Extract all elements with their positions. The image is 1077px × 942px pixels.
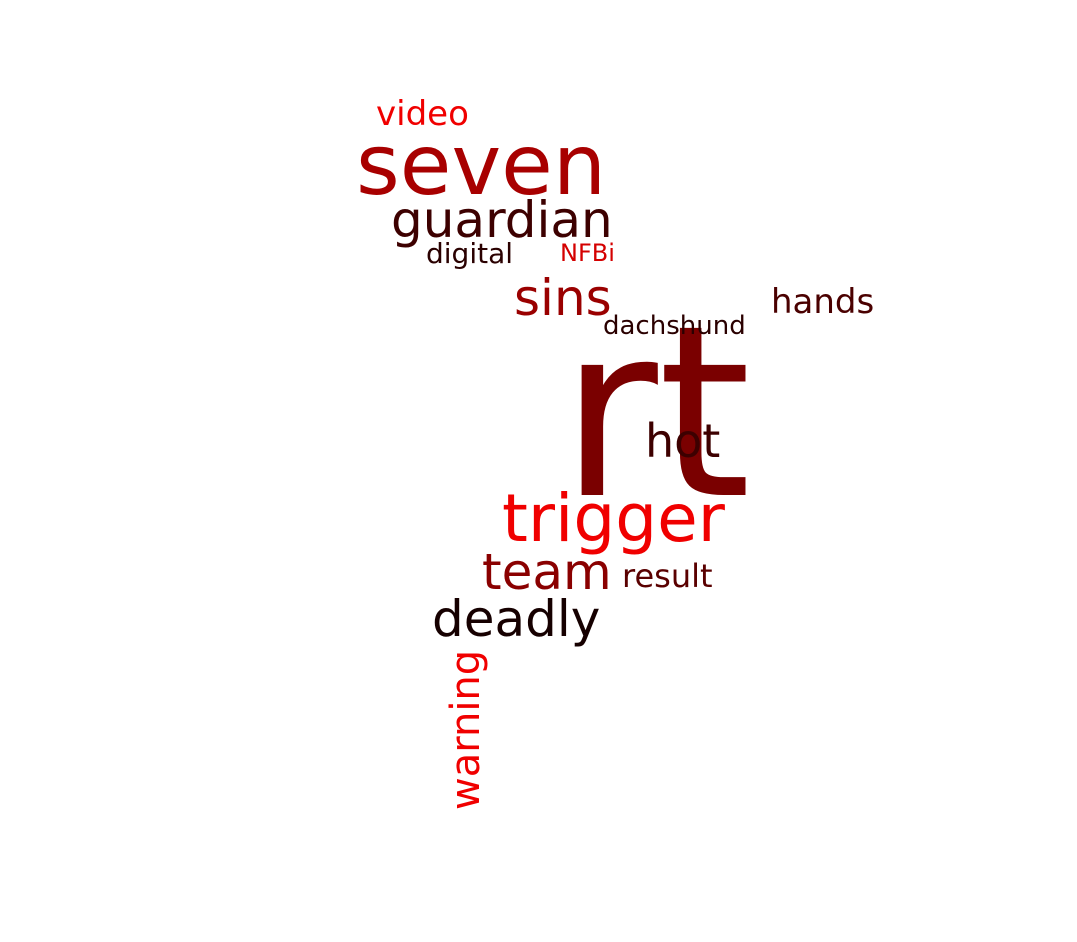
word-seven: seven [356,116,607,214]
word-team: team [482,543,612,601]
word-result: result [622,557,713,595]
word-sins: sins [514,269,612,327]
word-hands: hands [771,282,875,322]
word-hot: hot [645,414,721,468]
word-video: video [376,94,469,134]
word-dachshund: dachshund [603,311,746,341]
word-guardian: guardian [391,191,613,249]
word-warning: warning [443,649,489,810]
word-digital: digital [426,237,514,270]
word-deadly: deadly [432,590,601,648]
word-rt: rt [560,275,752,552]
word-trigger: trigger [502,480,725,557]
word-nfbi: NFBi [560,239,615,267]
